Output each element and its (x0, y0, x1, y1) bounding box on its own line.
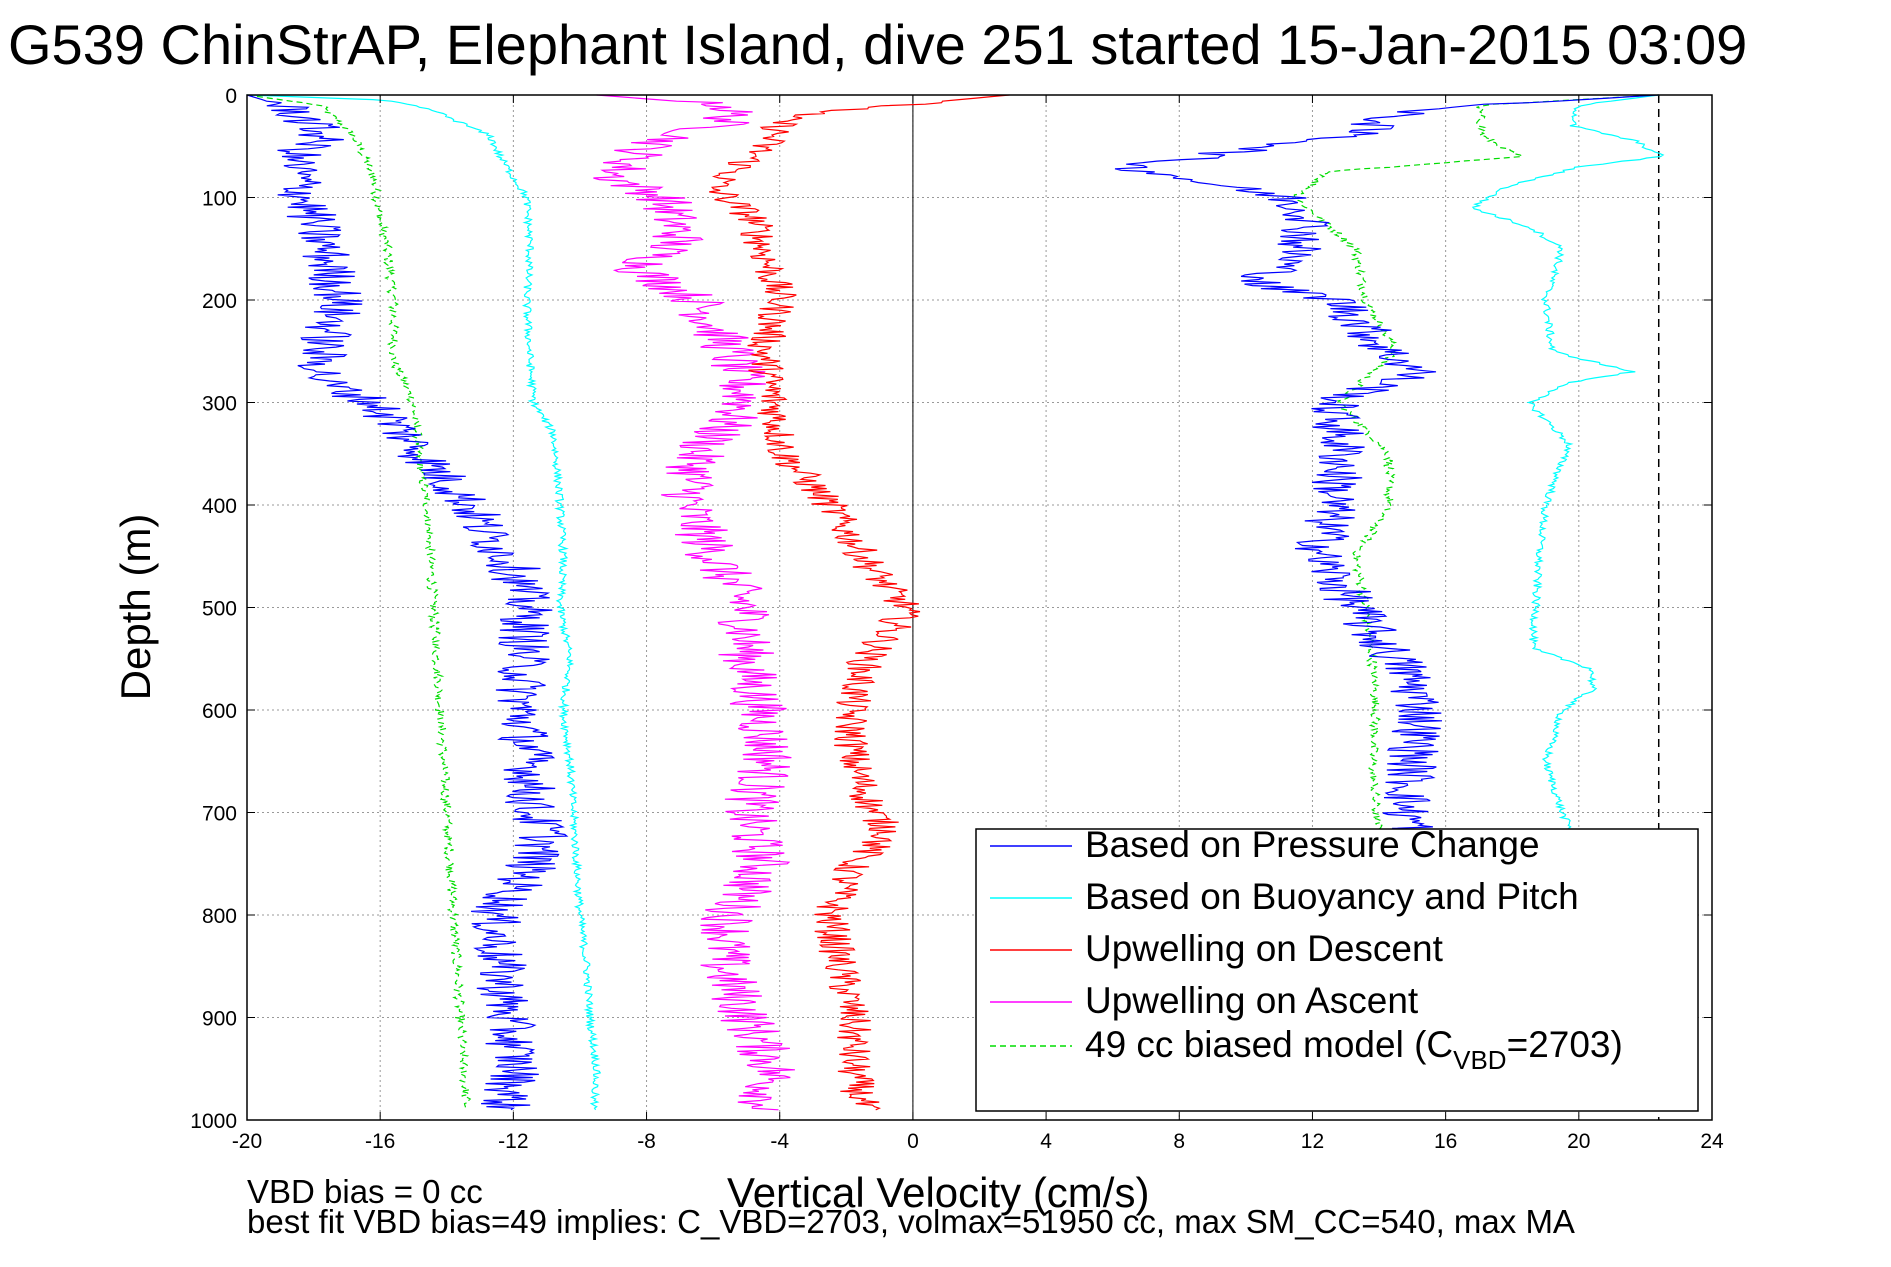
y-tick-label: 200 (202, 290, 237, 313)
x-tick-label: 24 (1700, 1130, 1724, 1153)
x-tick-label: -20 (232, 1130, 262, 1153)
y-tick-label: 800 (202, 905, 237, 928)
x-tick-label: -4 (770, 1130, 789, 1153)
y-tick-label: 500 (202, 598, 237, 621)
series-layer (246, 94, 1665, 1111)
x-tick-label: 20 (1567, 1130, 1590, 1153)
legend-box (975, 828, 1699, 1112)
y-tick-label: 700 (202, 803, 237, 826)
y-tick-label: 1000 (190, 1110, 237, 1133)
chart-title: G539 ChinStrAP, Elephant Island, dive 25… (8, 13, 1747, 76)
ticks: -20 -16 -12 -8 -4 0 4 8 12 16 20 24 0 100 200 300 400 500… (190, 85, 1724, 1153)
series-2-descent-line (246, 94, 602, 1111)
x-tick-label: 8 (1173, 1130, 1185, 1153)
y-tick-label: 300 (202, 393, 237, 416)
legend-label-2: Based on Buoyancy and Pitch (1085, 876, 1579, 917)
y-tick-label: 600 (202, 700, 237, 723)
legend-label-3: Upwelling on Descent (1085, 928, 1444, 969)
y-tick-label: 0 (225, 85, 237, 108)
footer-line-1: VBD bias = 0 cc (247, 1173, 483, 1210)
x-tick-label: 4 (1040, 1130, 1052, 1153)
y-tick-label: 900 (202, 1008, 237, 1031)
y-tick-label: 400 (202, 495, 237, 518)
footer-line-2: best fit VBD bias=49 implies: C_VBD=2703… (247, 1203, 1575, 1240)
legend: Based on Pressure Change Based on Buoyanc… (975, 824, 1699, 1112)
legend-label-4: Upwelling on Ascent (1085, 980, 1419, 1021)
series-5-ascent-line (1293, 94, 1659, 834)
x-tick-label: -16 (365, 1130, 395, 1153)
legend-label-1: Based on Pressure Change (1085, 824, 1540, 865)
series-5-descent-line (246, 94, 472, 1111)
series-4-descent-line (593, 94, 795, 1111)
x-tick-label: -8 (637, 1130, 656, 1153)
series-3-descent-line (709, 94, 1010, 1111)
x-tick-label: 0 (907, 1130, 919, 1153)
x-tick-label: 12 (1301, 1130, 1324, 1153)
series-1-ascent-line (1114, 94, 1659, 834)
y-tick-label: 100 (202, 188, 237, 211)
series-2-ascent-line (1471, 94, 1665, 834)
series-1-descent-line (246, 94, 569, 1111)
x-axis-label: Vertical Velocity (cm/s) (727, 1169, 1149, 1216)
x-tick-label: -12 (498, 1130, 528, 1153)
y-axis-label: Depth (m) (112, 514, 159, 701)
x-tick-label: 16 (1434, 1130, 1457, 1153)
